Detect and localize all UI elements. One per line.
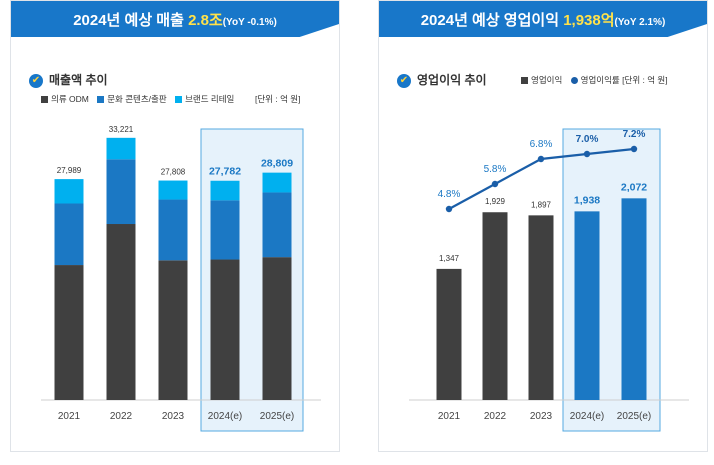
margin-label-2023: 6.8% (530, 139, 553, 150)
margin-point-2022 (491, 180, 499, 188)
legend-swatch-brand (175, 96, 183, 104)
bar-segment-2022-0 (106, 224, 136, 400)
bar-segment-2024(e)-1 (210, 200, 240, 260)
profit-banner-prefix: 2024년 예상 영업이익 (420, 12, 564, 29)
bar-segment-2021-1 (54, 203, 84, 266)
revenue-panel: 2024년 예상 매출 2.8조(YoY -0.1%) ✔ 매출액 추이 의류 O… (10, 0, 340, 452)
revenue-unit: [단위 : 억 원] (255, 94, 301, 104)
operating-profit-chart: 1,347 2021 1,929 2022 1,897 2023 1,938 2024(e) 2… (409, 128, 689, 432)
margin-label-2024(e): 7.0% (576, 134, 599, 145)
x-tick-2024(e): 2024(e) (208, 411, 242, 422)
profit-bar-2023 (528, 215, 554, 400)
total-label-2021: 27,989 (57, 166, 82, 175)
x-tick-2024(e): 2024(e) (570, 411, 604, 422)
profit-bar-label-2022: 1,929 (485, 197, 506, 206)
legend-label-culture: 문화 콘텐츠/출판 (107, 94, 167, 104)
margin-point-2025(e) (630, 145, 638, 153)
bar-segment-2025(e)-2 (262, 172, 292, 193)
total-label-2023: 27,808 (161, 168, 186, 177)
profit-bar-label-2024(e): 1,938 (574, 194, 600, 206)
profit-banner-yoy: (YoY 2.1%) (614, 17, 666, 28)
profit-subtitle: ✔ 영업이익 추이 (397, 71, 487, 88)
check-icon: ✔ (29, 73, 43, 88)
total-label-2025(e): 28,809 (261, 158, 293, 170)
profit-banner: 2024년 예상 영업이익 1,938억(YoY 2.1%) (379, 1, 707, 37)
bar-segment-2025(e)-0 (262, 257, 292, 400)
x-tick-2021: 2021 (438, 411, 461, 422)
x-tick-2023: 2023 (162, 411, 185, 422)
margin-label-2021: 4.8% (438, 189, 461, 200)
x-tick-2021: 2021 (58, 411, 81, 422)
legend-label-profit: 영업이익 (531, 75, 563, 85)
profit-banner-highlight: 1,938억 (563, 12, 615, 29)
bar-segment-2023-0 (158, 260, 188, 400)
revenue-banner: 2024년 예상 매출 2.8조(YoY -0.1%) (11, 1, 339, 37)
bar-segment-2021-0 (54, 265, 84, 400)
legend-dot-margin (570, 77, 578, 85)
margin-label-2025(e): 7.2% (623, 129, 646, 140)
profit-bar-label-2023: 1,897 (531, 200, 552, 209)
bar-segment-2025(e)-1 (262, 192, 292, 258)
bar-segment-2022-2 (106, 137, 136, 160)
revenue-subtitle-text: 매출액 추이 (49, 73, 108, 87)
legend-label-margin: 영업이익률 (580, 75, 620, 85)
revenue-banner-prefix: 2024년 예상 매출 (73, 12, 189, 29)
margin-label-2022: 5.8% (484, 164, 507, 175)
total-label-2022: 33,221 (109, 125, 134, 134)
operating-profit-panel: 2024년 예상 영업이익 1,938억(YoY 2.1%) ✔ 영업이익 추이 … (378, 0, 708, 452)
legend-swatch-odm (41, 96, 48, 104)
profit-bar-label-2021: 1,347 (439, 254, 460, 263)
x-tick-2025(e): 2025(e) (260, 411, 294, 422)
bar-segment-2021-2 (54, 179, 84, 204)
profit-legend: 영업이익 영업이익률 [단위 : 억 원] (515, 74, 668, 86)
profit-subtitle-text: 영업이익 추이 (417, 73, 487, 87)
profit-unit: [단위 : 억 원] (622, 75, 668, 85)
x-tick-2022: 2022 (110, 411, 133, 422)
revenue-banner-yoy: (YoY -0.1%) (222, 17, 277, 28)
profit-banner-title: 2024년 예상 영업이익 1,938억(YoY 2.1%) (379, 9, 707, 30)
x-tick-2023: 2023 (530, 411, 553, 422)
bar-segment-2023-1 (158, 199, 188, 261)
legend-swatch-profit (521, 77, 528, 85)
profit-bar-2022 (482, 212, 508, 400)
legend-swatch-culture (97, 96, 105, 104)
x-tick-2025(e): 2025(e) (617, 411, 651, 422)
profit-bar-2025(e) (621, 198, 647, 400)
revenue-banner-title: 2024년 예상 매출 2.8조(YoY -0.1%) (11, 9, 339, 30)
x-tick-2022: 2022 (484, 411, 507, 422)
profit-bar-2021 (436, 268, 462, 400)
revenue-banner-highlight: 2.8조 (188, 12, 223, 29)
legend-label-brand: 브랜드 리테일 (185, 94, 235, 104)
margin-point-2021 (445, 205, 453, 213)
profit-bar-2024(e) (574, 211, 600, 400)
margin-point-2023 (537, 155, 545, 163)
bar-segment-2023-2 (158, 180, 188, 200)
revenue-legend: 의류 ODM 문화 콘텐츠/출판 브랜드 리테일 (41, 93, 234, 105)
check-icon: ✔ (397, 73, 411, 88)
total-label-2024(e): 27,782 (209, 166, 241, 178)
bar-segment-2022-1 (106, 159, 136, 225)
revenue-subtitle: ✔ 매출액 추이 (29, 71, 108, 88)
profit-bar-label-2025(e): 2,072 (621, 181, 647, 193)
bar-segment-2024(e)-2 (210, 180, 240, 201)
margin-point-2024(e) (583, 150, 591, 158)
legend-label-odm: 의류 ODM (51, 94, 89, 104)
revenue-chart: 27,989 2021 33,221 2022 27,808 2023 27,782 2024… (41, 125, 321, 432)
bar-segment-2024(e)-0 (210, 259, 240, 400)
